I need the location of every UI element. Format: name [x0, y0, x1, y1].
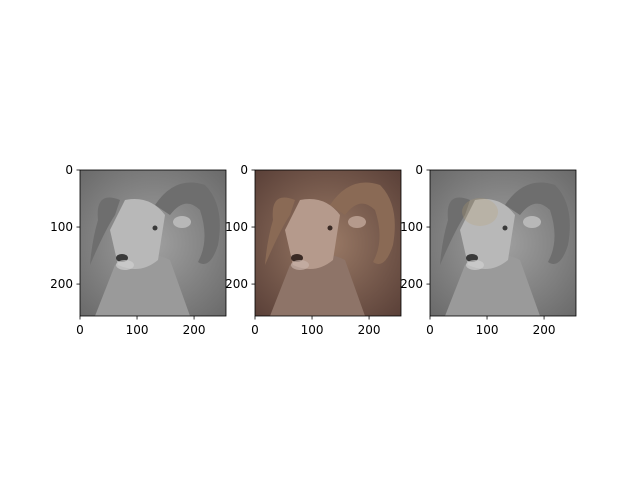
y-tick-label: 200	[400, 277, 423, 291]
axes-frame	[429, 169, 577, 317]
x-tick-label: 0	[426, 323, 434, 337]
image-panel-3: 0 0 100 100 200 200	[400, 163, 577, 337]
y-tick-label: 0	[415, 163, 423, 177]
x-tick-label: 100	[126, 323, 149, 337]
y-tick-label: 200	[50, 277, 73, 291]
y-tick-label: 0	[65, 163, 73, 177]
ram-image-2	[255, 170, 401, 316]
axes-frame	[79, 169, 227, 317]
ram-image-3	[430, 170, 576, 316]
x-tick-label: 200	[533, 323, 556, 337]
x-tick-label: 200	[183, 323, 206, 337]
x-tick-label: 200	[358, 323, 381, 337]
x-tick-label: 100	[301, 323, 324, 337]
y-tick-label: 100	[225, 220, 248, 234]
y-tick-label: 100	[50, 220, 73, 234]
y-tick-label: 200	[225, 277, 248, 291]
x-tick-label: 0	[76, 323, 84, 337]
axes-frame	[254, 169, 402, 317]
x-tick-label: 0	[251, 323, 259, 337]
image-panel-1: 0 0 100 100 200 200	[50, 163, 227, 337]
y-tick-label: 0	[240, 163, 248, 177]
image-panel-2: 0 0 100 100 200 200	[225, 163, 402, 337]
x-tick-label: 100	[476, 323, 499, 337]
ram-image-1	[80, 170, 226, 316]
y-tick-label: 100	[400, 220, 423, 234]
